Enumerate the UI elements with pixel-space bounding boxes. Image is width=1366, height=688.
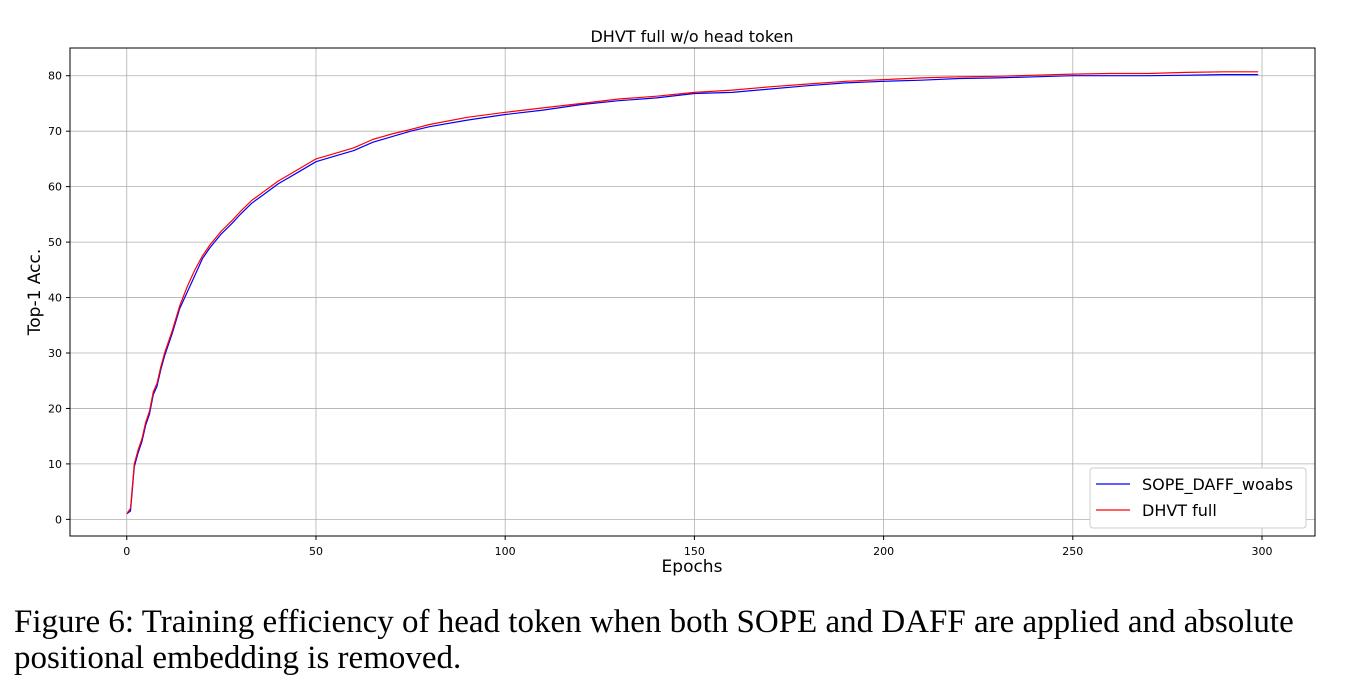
x-tick-label: 100 [495,545,516,558]
y-tick-label: 40 [48,292,62,305]
series-line-dhvt-full [126,71,1259,515]
y-tick-label: 70 [48,125,62,138]
x-axis-ticks: 0 50 100 150 200 250 300 [123,536,1273,558]
y-tick-label: 30 [48,347,62,360]
y-tick-label: 60 [48,181,62,194]
figure-caption: Figure 6: Training efficiency of head to… [14,604,1294,676]
legend-label-dhvt-full: DHVT full [1142,501,1217,520]
x-tick-label: 250 [1062,545,1083,558]
x-tick-label: 200 [873,545,894,558]
y-tick-label: 80 [48,70,62,83]
chart: DHVT full w/o head token 0 50 100 150 200 250… [25,27,1316,577]
x-axis-label: Epochs [662,557,723,577]
legend: SOPE_DAFF_woabs DHVT full [1089,467,1307,529]
y-tick-label: 20 [48,402,62,415]
series-layer [126,71,1259,515]
y-tick-label: 0 [55,513,62,526]
x-tick-label: 0 [123,545,130,558]
x-tick-label: 50 [309,545,323,558]
x-tick-label: 150 [684,545,705,558]
y-tick-label: 10 [48,458,62,471]
plot-frame [69,47,1316,537]
series-line-sope-daff-woabs [126,73,1259,515]
chart-grid [70,48,1315,536]
y-axis-label: Top-1 Acc. [25,249,45,336]
y-tick-label: 50 [48,236,62,249]
x-tick-label: 300 [1252,545,1273,558]
chart-title: DHVT full w/o head token [590,27,793,46]
legend-box [1089,467,1307,529]
y-axis-ticks: 0 10 20 30 40 50 60 70 80 [48,70,70,526]
legend-label-sope-daff-woabs: SOPE_DAFF_woabs [1142,475,1293,495]
